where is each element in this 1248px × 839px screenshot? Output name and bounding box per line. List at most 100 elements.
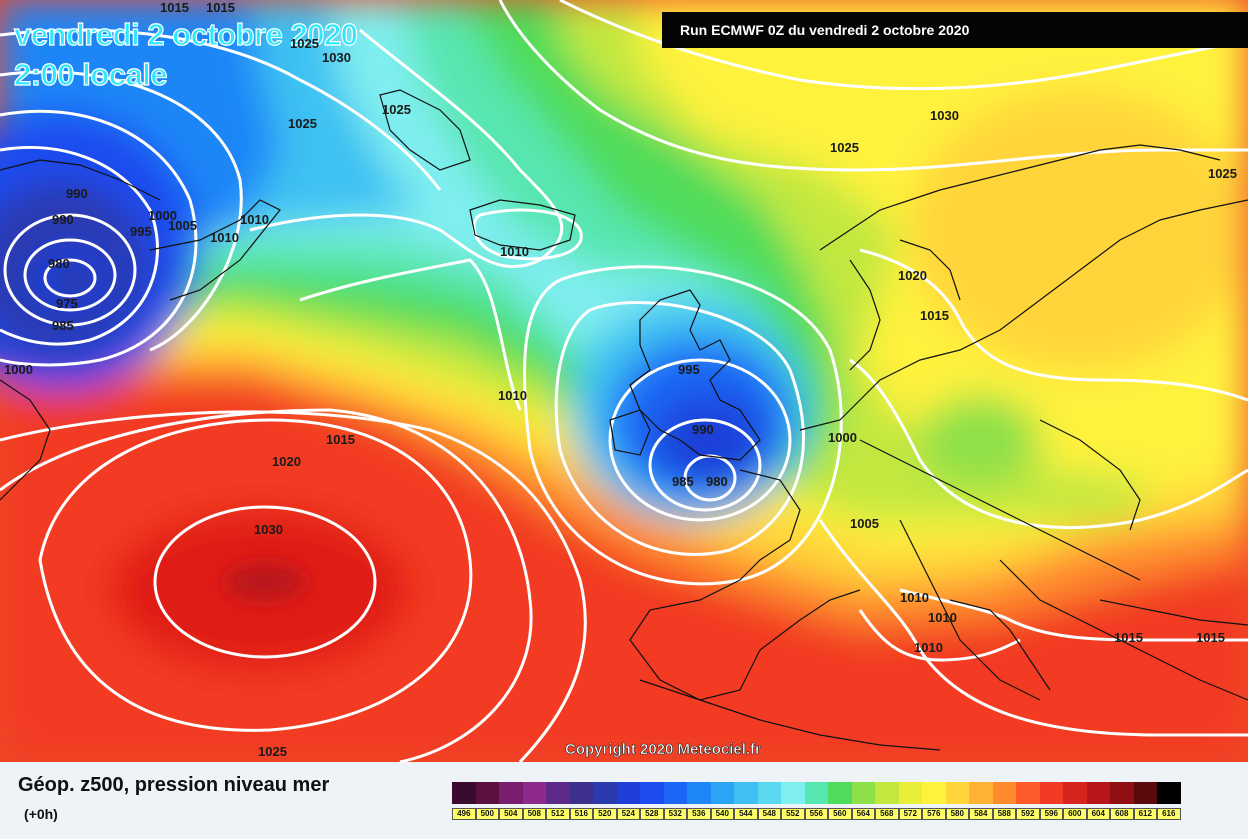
scale-swatch bbox=[898, 782, 922, 804]
scale-tick-label: 584 bbox=[969, 808, 993, 820]
pressure-label: 1015 bbox=[326, 432, 355, 447]
scale-tick-label: 528 bbox=[640, 808, 664, 820]
pressure-label: 990 bbox=[52, 212, 74, 227]
scale-tick-label: 612 bbox=[1133, 808, 1157, 820]
scale-swatch bbox=[499, 782, 523, 804]
pressure-label: 1010 bbox=[900, 590, 929, 605]
color-scale-bar bbox=[452, 782, 1181, 804]
legend-panel: Géop. z500, pression niveau mer (+0h) 49… bbox=[0, 762, 1248, 839]
pressure-label: 995 bbox=[678, 362, 700, 377]
pressure-label: 1000 bbox=[4, 362, 33, 377]
scale-swatch bbox=[851, 782, 875, 804]
scale-swatch bbox=[1133, 782, 1157, 804]
scale-tick-label: 548 bbox=[757, 808, 781, 820]
pressure-label: 985 bbox=[672, 474, 694, 489]
scale-tick-label: 524 bbox=[616, 808, 640, 820]
pressure-label: 1000 bbox=[828, 430, 857, 445]
scale-tick-label: 588 bbox=[992, 808, 1016, 820]
pressure-label: 1010 bbox=[210, 230, 239, 245]
color-scale-values: 496 500 504 508 512 516 520 524 528 532 536 540 544 5… bbox=[452, 808, 1181, 820]
pressure-label: 1015 bbox=[920, 308, 949, 323]
scale-swatch bbox=[1039, 782, 1063, 804]
scale-tick-label: 604 bbox=[1086, 808, 1110, 820]
scale-swatch bbox=[1063, 782, 1087, 804]
pressure-label: 1005 bbox=[168, 218, 197, 233]
legend-subtitle: (+0h) bbox=[24, 806, 58, 822]
scale-tick-label: 508 bbox=[522, 808, 546, 820]
pressure-label: 1010 bbox=[498, 388, 527, 403]
scale-tick-label: 616 bbox=[1157, 808, 1181, 820]
map-time-title: 2:00 locale bbox=[13, 57, 168, 92]
pressure-label: 1010 bbox=[928, 610, 957, 625]
pressure-label: 1020 bbox=[898, 268, 927, 283]
pressure-label: 1015 bbox=[1114, 630, 1143, 645]
scale-tick-label: 564 bbox=[851, 808, 875, 820]
pressure-label: 1025 bbox=[830, 140, 859, 155]
scale-tick-label: 608 bbox=[1110, 808, 1134, 820]
scale-tick-label: 560 bbox=[828, 808, 852, 820]
scale-tick-label: 504 bbox=[499, 808, 523, 820]
pressure-label: 1020 bbox=[272, 454, 301, 469]
pressure-label: 980 bbox=[706, 474, 728, 489]
scale-swatch bbox=[475, 782, 499, 804]
scale-tick-label: 552 bbox=[781, 808, 805, 820]
pressure-label: 1030 bbox=[254, 522, 283, 537]
scale-tick-label: 496 bbox=[452, 808, 476, 820]
scale-tick-label: 520 bbox=[593, 808, 617, 820]
scale-swatch bbox=[1016, 782, 1040, 804]
scale-tick-label: 540 bbox=[710, 808, 734, 820]
scale-tick-label: 512 bbox=[546, 808, 570, 820]
scale-tick-label: 592 bbox=[1016, 808, 1040, 820]
geopotential-color-field bbox=[0, 0, 1248, 762]
pressure-label: 1010 bbox=[240, 212, 269, 227]
scale-swatch bbox=[1157, 782, 1181, 804]
pressure-label: 1030 bbox=[322, 50, 351, 65]
pressure-label: 1025 bbox=[288, 116, 317, 131]
pressure-label: 1015 bbox=[206, 0, 235, 15]
scale-swatch bbox=[992, 782, 1016, 804]
scale-swatch bbox=[616, 782, 640, 804]
pressure-label: 1015 bbox=[1196, 630, 1225, 645]
pressure-label: 1030 bbox=[930, 108, 959, 123]
pressure-label: 995 bbox=[130, 224, 152, 239]
scale-swatch bbox=[734, 782, 758, 804]
pressure-label: 985 bbox=[52, 318, 74, 333]
pressure-label: 975 bbox=[56, 296, 78, 311]
scale-swatch bbox=[710, 782, 734, 804]
scale-swatch bbox=[1086, 782, 1110, 804]
pressure-label: 1025 bbox=[382, 102, 411, 117]
scale-swatch bbox=[945, 782, 969, 804]
copyright-notice: Copyright 2020 Meteociel.fr bbox=[565, 741, 761, 759]
legend-title: Géop. z500, pression niveau mer bbox=[18, 774, 330, 796]
weather-map: vendredi 2 octobre 2020 2:00 locale Run … bbox=[0, 0, 1248, 762]
scale-swatch bbox=[593, 782, 617, 804]
scale-swatch bbox=[522, 782, 546, 804]
scale-swatch bbox=[922, 782, 946, 804]
pressure-label: 1025 bbox=[1208, 166, 1237, 181]
scale-tick-label: 596 bbox=[1039, 808, 1063, 820]
scale-swatch bbox=[640, 782, 664, 804]
scale-tick-label: 544 bbox=[734, 808, 758, 820]
pressure-label: 1000 bbox=[148, 208, 177, 223]
scale-tick-label: 556 bbox=[804, 808, 828, 820]
run-banner: Run ECMWF 0Z du vendredi 2 octobre 2020 bbox=[662, 12, 1248, 48]
scale-tick-label: 580 bbox=[945, 808, 969, 820]
scale-swatch bbox=[875, 782, 899, 804]
scale-swatch bbox=[828, 782, 852, 804]
scale-swatch bbox=[1110, 782, 1134, 804]
scale-tick-label: 572 bbox=[898, 808, 922, 820]
scale-swatch bbox=[569, 782, 593, 804]
pressure-label: 1010 bbox=[500, 244, 529, 259]
deep-core-field bbox=[55, 266, 305, 600]
pressure-label: 990 bbox=[692, 422, 714, 437]
scale-tick-label: 536 bbox=[687, 808, 711, 820]
scale-tick-label: 600 bbox=[1063, 808, 1087, 820]
scale-swatch bbox=[757, 782, 781, 804]
pressure-label: 1025 bbox=[258, 744, 287, 759]
geopotential-map-graphic bbox=[0, 0, 1248, 762]
pressure-label: 1005 bbox=[850, 516, 879, 531]
scale-swatch bbox=[663, 782, 687, 804]
scale-swatch bbox=[687, 782, 711, 804]
pressure-label: 1010 bbox=[914, 640, 943, 655]
scale-tick-label: 532 bbox=[663, 808, 687, 820]
